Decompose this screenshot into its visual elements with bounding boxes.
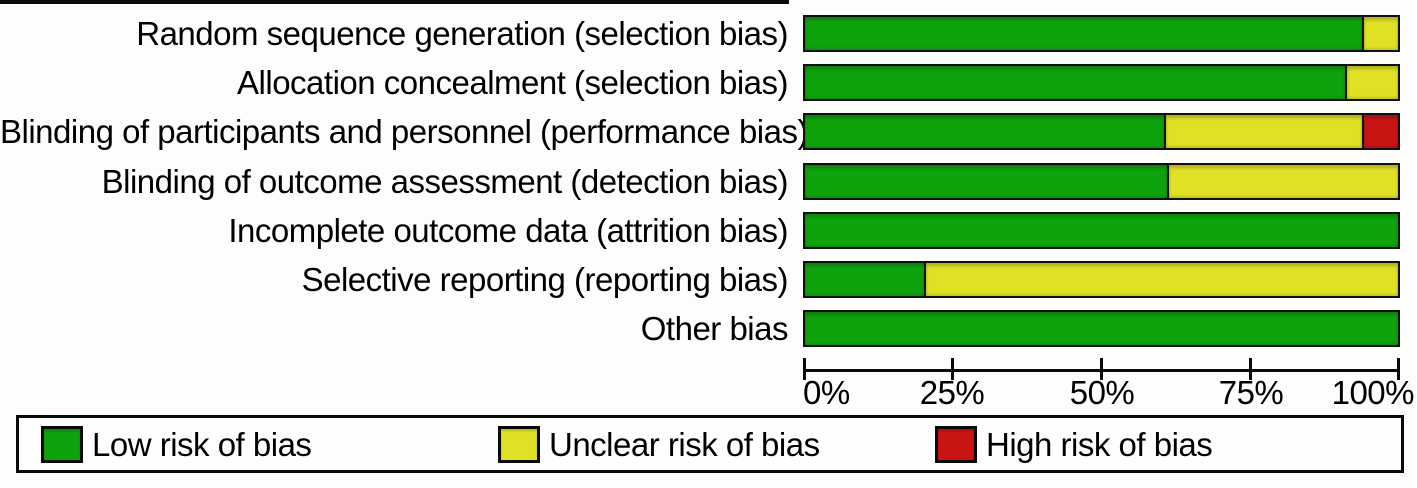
x-axis-tick xyxy=(1100,358,1103,380)
bar-track xyxy=(803,261,1400,298)
legend-item-low: Low risk of bias xyxy=(41,418,312,470)
bar-segment-high xyxy=(1362,115,1398,148)
bar-track xyxy=(803,310,1400,347)
category-label: Blinding of outcome assessment (detectio… xyxy=(101,163,789,200)
legend-item-high: High risk of bias xyxy=(935,418,1213,470)
category-label: Random sequence generation (selection bi… xyxy=(136,15,788,52)
category-label: Selective reporting (reporting bias) xyxy=(301,261,789,298)
bar-segment-unclear xyxy=(923,263,1398,296)
cropped-edge-artifact xyxy=(0,0,789,4)
x-axis-tick-label: 25% xyxy=(919,374,985,411)
legend-label: Unclear risk of bias xyxy=(549,425,820,463)
bar-segment-low xyxy=(805,214,1398,247)
x-axis-tick-label: 50% xyxy=(1069,374,1135,411)
legend-swatch-low xyxy=(41,425,83,463)
bar-segment-unclear xyxy=(1344,66,1398,99)
bar-segment-unclear xyxy=(1362,17,1398,50)
legend-item-unclear: Unclear risk of bias xyxy=(498,418,820,470)
category-label: Other bias xyxy=(640,310,789,347)
x-axis-tick xyxy=(951,358,954,380)
bar-track xyxy=(803,212,1400,249)
bar-track xyxy=(803,113,1400,150)
legend-swatch-high xyxy=(935,425,977,463)
bar-segment-unclear xyxy=(1166,165,1398,198)
legend-label: Low risk of bias xyxy=(92,425,312,463)
bar-segment-low xyxy=(805,165,1167,198)
bar-track xyxy=(803,15,1400,52)
legend-label: High risk of bias xyxy=(986,425,1213,463)
bar-segment-low xyxy=(805,263,924,296)
bar-segment-low xyxy=(805,312,1398,345)
legend-swatch-unclear xyxy=(498,425,540,463)
category-label: Blinding of participants and personnel (… xyxy=(0,113,808,150)
x-axis-tick xyxy=(803,358,806,380)
legend-box: Low risk of bias Unclear risk of bias High… xyxy=(16,415,1404,473)
x-axis-tick xyxy=(1397,358,1400,380)
bar-segment-low xyxy=(805,115,1164,148)
bar-segment-low xyxy=(805,66,1345,99)
bar-segment-low xyxy=(805,17,1363,50)
bar-track xyxy=(803,64,1400,101)
x-axis-tick-label: 75% xyxy=(1218,374,1284,411)
x-axis-tick xyxy=(1249,358,1252,380)
x-axis-tick-label: 0% xyxy=(803,374,850,411)
bar-track xyxy=(803,163,1400,200)
category-label: Incomplete outcome data (attrition bias) xyxy=(228,212,788,249)
bar-segment-unclear xyxy=(1163,115,1363,148)
category-label: Allocation concealment (selection bias) xyxy=(237,64,788,101)
x-axis-tick-label: 100% xyxy=(1331,374,1415,411)
